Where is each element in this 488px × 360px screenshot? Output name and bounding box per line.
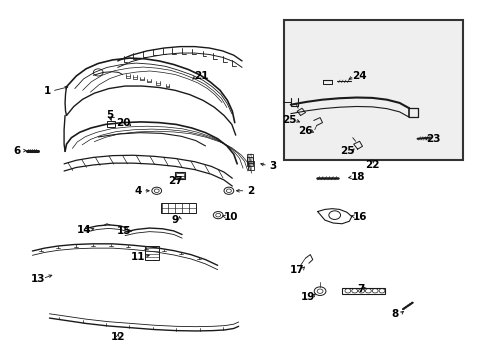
Text: 12: 12 <box>110 332 125 342</box>
Bar <box>247 157 253 166</box>
Text: 27: 27 <box>167 176 182 186</box>
Bar <box>341 288 384 294</box>
Bar <box>246 154 252 163</box>
Bar <box>160 203 195 213</box>
Bar <box>144 246 159 260</box>
Text: 16: 16 <box>352 212 367 221</box>
Text: 25: 25 <box>339 146 353 156</box>
Bar <box>176 173 183 178</box>
Text: 2: 2 <box>246 186 253 196</box>
Bar <box>175 172 184 179</box>
Text: 7: 7 <box>356 284 364 294</box>
FancyBboxPatch shape <box>283 20 462 160</box>
Text: 15: 15 <box>116 226 131 236</box>
Text: 21: 21 <box>194 71 208 81</box>
Text: 18: 18 <box>350 172 364 182</box>
Text: 1: 1 <box>43 86 51 96</box>
Text: 13: 13 <box>30 274 45 284</box>
Text: 10: 10 <box>223 212 238 221</box>
Text: 14: 14 <box>77 225 92 235</box>
Text: 19: 19 <box>300 292 314 302</box>
Bar <box>107 121 115 127</box>
Text: 9: 9 <box>171 215 179 225</box>
Text: 6: 6 <box>14 145 21 156</box>
Text: 3: 3 <box>268 161 276 171</box>
Text: 26: 26 <box>298 126 312 135</box>
Text: 11: 11 <box>131 252 145 262</box>
Bar <box>247 161 253 170</box>
Text: 5: 5 <box>106 111 113 121</box>
Text: 22: 22 <box>364 160 379 170</box>
Text: 20: 20 <box>116 118 131 128</box>
Text: 17: 17 <box>289 265 304 275</box>
Text: 23: 23 <box>426 134 440 144</box>
Text: 25: 25 <box>282 115 296 125</box>
Text: 4: 4 <box>134 186 142 196</box>
Text: 24: 24 <box>351 71 366 81</box>
Text: 8: 8 <box>390 310 398 319</box>
